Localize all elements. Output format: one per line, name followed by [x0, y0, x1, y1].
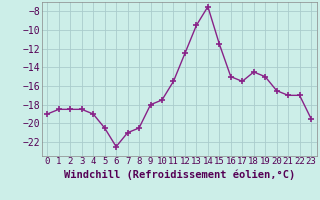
X-axis label: Windchill (Refroidissement éolien,°C): Windchill (Refroidissement éolien,°C)	[64, 169, 295, 180]
